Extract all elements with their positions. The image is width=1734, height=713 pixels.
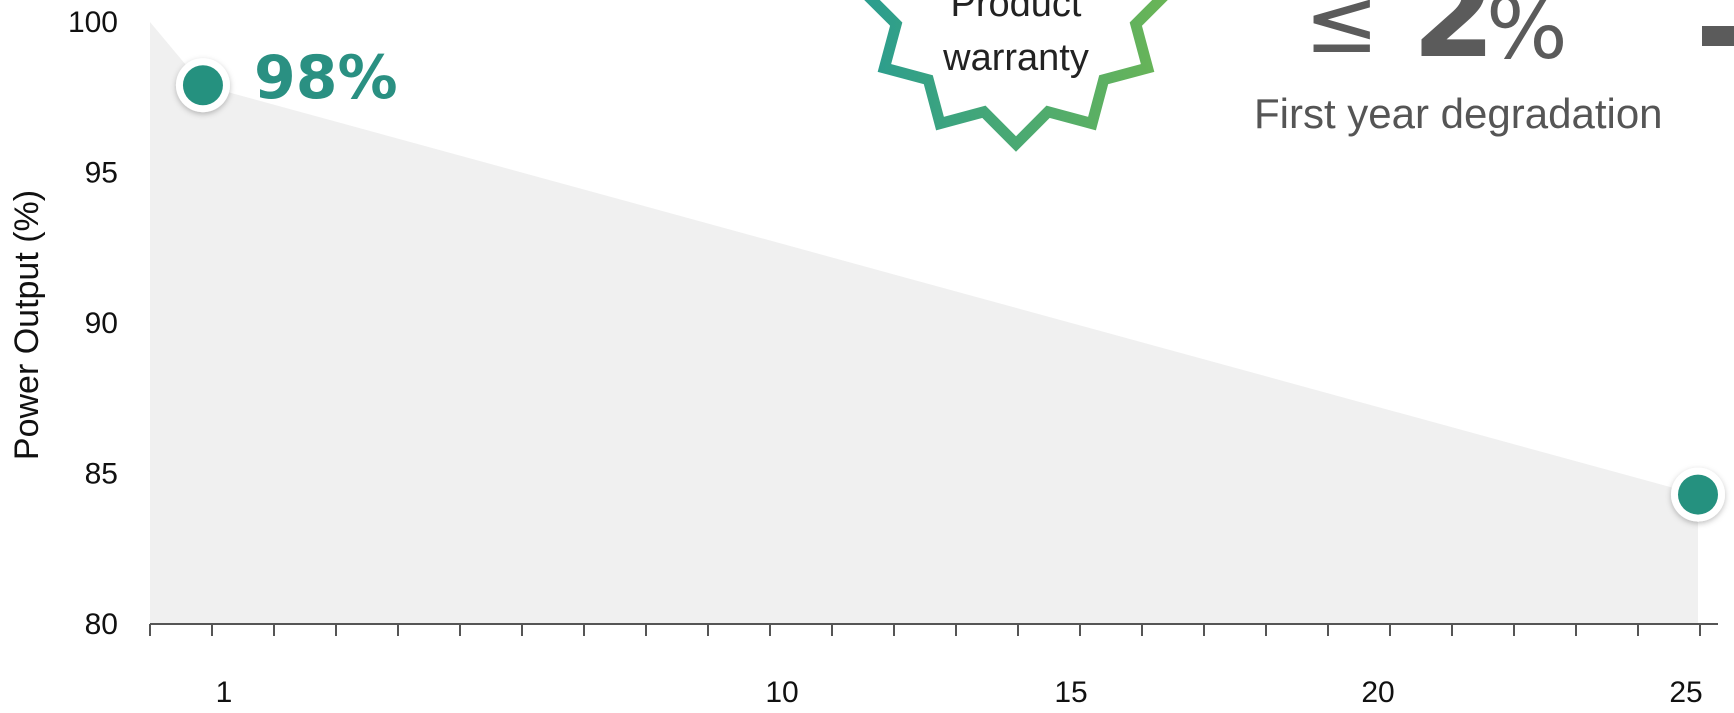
- y-tick-label: 85: [85, 458, 118, 491]
- badge-line-2: warranty: [942, 37, 1089, 79]
- badge-line-1: Product: [951, 0, 1082, 25]
- x-axis: 1 10 15 20 25: [149, 623, 1718, 709]
- first-point-callout: 98%: [254, 43, 398, 113]
- x-tick-label: 15: [1054, 676, 1087, 709]
- degradation-stat: ≤ 2 % First year degradation: [1254, 0, 1734, 137]
- data-point: [1678, 474, 1718, 515]
- stat-percent: %: [1486, 0, 1568, 79]
- data-markers: [175, 58, 1725, 522]
- x-tick-label: 10: [765, 676, 798, 709]
- x-tick-label: 1: [216, 676, 233, 709]
- stat-symbol: ≤: [1304, 0, 1379, 74]
- x-tick-label: 25: [1669, 676, 1702, 709]
- x-tick-label: 20: [1361, 676, 1394, 709]
- y-tick-label: 100: [68, 6, 118, 39]
- stat-caption: First year degradation: [1254, 90, 1663, 137]
- y-tick-label: 95: [85, 157, 118, 190]
- degradation-area: [150, 22, 1698, 624]
- y-tick-label: 80: [85, 608, 118, 641]
- warranty-star-icon: [864, 0, 1168, 152]
- stat-number: 2: [1412, 0, 1496, 85]
- data-point: [182, 65, 223, 106]
- partial-glyph-edge: [1702, 26, 1734, 46]
- y-axis-title: Power Output (%): [8, 190, 46, 460]
- y-tick-label: 90: [85, 307, 118, 340]
- y-axis: 100 95 90 85 80: [68, 6, 118, 641]
- warranty-badge: Product warranty: [864, 0, 1168, 152]
